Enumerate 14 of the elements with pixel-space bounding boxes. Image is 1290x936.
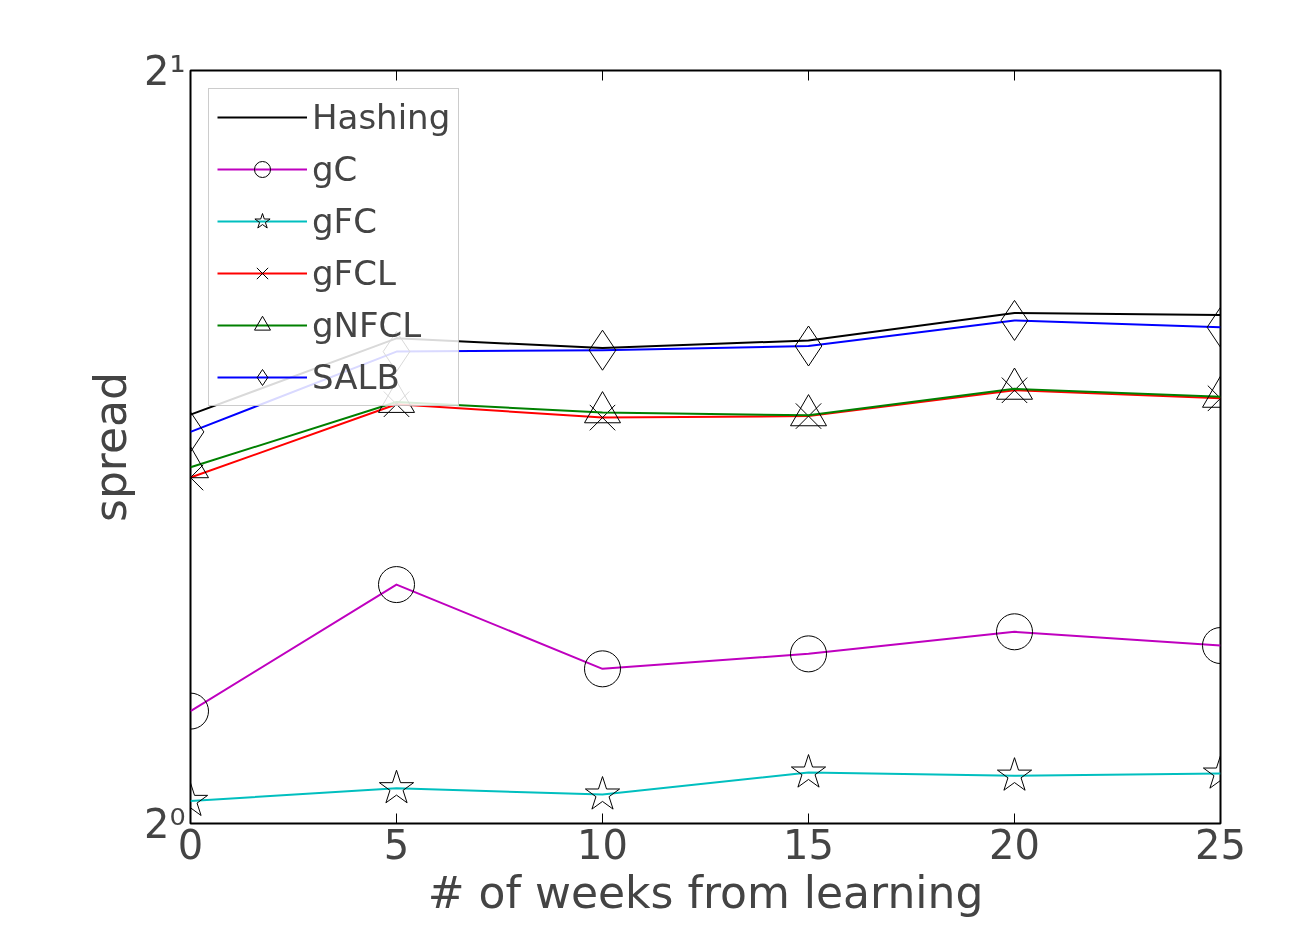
- y-tick-label: 2¹: [144, 47, 186, 94]
- legend-label: gFC: [312, 201, 377, 241]
- x-tick-label: 10: [577, 821, 628, 868]
- legend-label: Hashing: [312, 97, 451, 137]
- x-tick-label: 15: [783, 821, 834, 868]
- legend-label: gC: [312, 149, 358, 189]
- x-tick-label: 25: [1195, 821, 1246, 868]
- x-axis-title: # of weeks from learning: [427, 866, 984, 918]
- legend-label: SALB: [312, 357, 400, 397]
- x-tick-label: 20: [989, 821, 1040, 868]
- x-tick-label: 5: [383, 821, 410, 868]
- legend-label: gNFCL: [312, 305, 422, 345]
- legend-label: gFCL: [312, 253, 396, 293]
- y-axis-title: spread: [85, 372, 137, 522]
